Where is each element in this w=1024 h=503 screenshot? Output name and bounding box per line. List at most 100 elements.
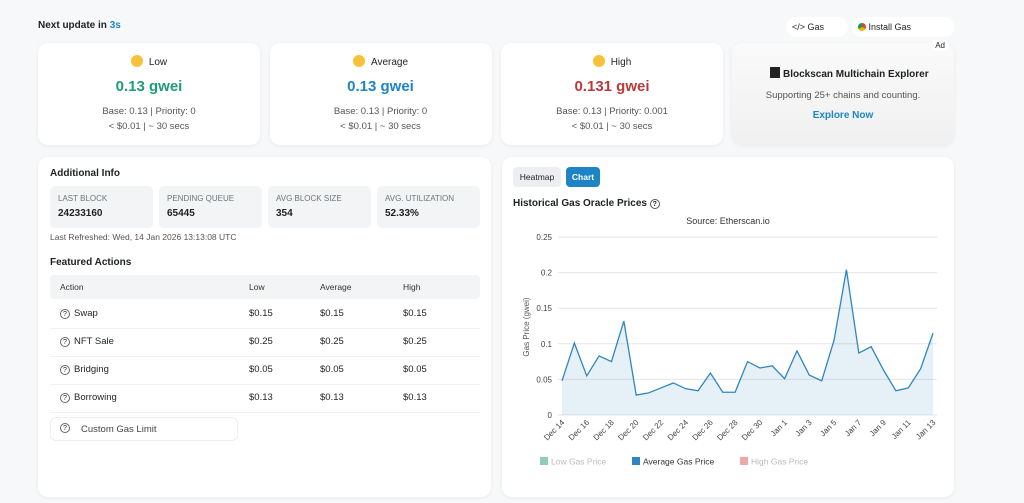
table-header-bg: [50, 275, 480, 299]
y-tick-label: 0.15: [536, 304, 552, 313]
gas-card: High 0.131 gwei Base: 0.13 | Priority: 0.0…: [501, 43, 723, 145]
gas-card: Low 0.13 gwei Base: 0.13 | Priority: 0 < $0…: [38, 43, 260, 145]
row-divider: [50, 328, 480, 329]
x-tick-label: Dec 16: [567, 418, 592, 443]
row-divider: [50, 384, 480, 385]
x-tick-label: Dec 14: [542, 418, 567, 443]
card-heading: Average: [270, 55, 492, 68]
y-tick-label: 0.05: [536, 375, 552, 384]
extension-button[interactable]: Install Gas Extension: [852, 17, 954, 52]
column-header: High: [403, 282, 421, 292]
y-tick-label: 0.25: [536, 233, 552, 242]
chart-title-text: Historical Gas Oracle Prices: [513, 198, 647, 209]
cost-cell: $0.05: [320, 364, 344, 375]
gas-cost: < $0.01 | ~ 30 secs: [108, 121, 190, 132]
ad-title-text: Blockscan Multichain Explorer: [783, 69, 929, 80]
y-axis-title: Gas Price (gwei): [522, 297, 531, 356]
row-divider: [50, 356, 480, 357]
cost-cell: $0.13: [403, 392, 427, 403]
cost-cell: $0.25: [249, 336, 273, 347]
legend-swatch: [540, 457, 548, 465]
x-tick-label: Dec 20: [616, 418, 641, 443]
ad-title: Blockscan Multichain Explorer: [770, 67, 929, 80]
card-heading: High: [501, 55, 723, 68]
stat-value: 24233160: [58, 208, 103, 219]
chart: Source: Etherscan.io Gas Price (gwei) 0 0…: [522, 216, 938, 467]
help-icon: ?: [60, 365, 70, 375]
help-icon: ?: [60, 309, 70, 319]
line: [561, 269, 934, 396]
help-icon: ?: [60, 337, 70, 347]
cost-cell: $0.15: [320, 308, 344, 319]
gas-card: Average 0.13 gwei Base: 0.13 | Priority: 0…: [269, 43, 492, 145]
x-tick-label: Jan 13: [914, 418, 938, 442]
cost-cell: $0.13: [320, 392, 344, 403]
update-text: Next update in: [38, 20, 107, 31]
ad-badge: Ad: [932, 40, 948, 51]
legend-swatch: [740, 457, 748, 465]
cost-cell: $0.15: [249, 308, 273, 319]
stat-label: AVG. UTILIZATION: [385, 194, 455, 203]
cost-cell: $0.25: [403, 336, 427, 347]
x-tick-label: Dec 18: [592, 418, 617, 443]
legend-swatch: [632, 457, 640, 465]
ad-link[interactable]: Explore Now: [812, 110, 874, 121]
x-tick-label: Dec 26: [691, 418, 716, 443]
chart-panel: [502, 157, 954, 497]
chart-title: Historical Gas Oracle Prices ?: [513, 198, 660, 209]
gas-api-button[interactable]: </> Gas APIs: [786, 17, 848, 52]
emoji-icon: [592, 55, 605, 67]
tab-heatmap[interactable]: Heatmap: [513, 167, 561, 187]
action-cell: Swap: [74, 308, 98, 319]
gas-price: 0.131 gwei: [574, 78, 650, 95]
last-refreshed: Last Refreshed: Wed, 14 Jan 2026 13:13:0…: [50, 232, 237, 242]
input-label: Custom Gas Limit: [81, 424, 157, 435]
stat-value: 65445: [167, 208, 195, 219]
legend-label: Average Gas Price: [643, 457, 714, 467]
countdown: 3s: [109, 20, 121, 31]
column-header: Low: [249, 282, 265, 292]
stat-label: LAST BLOCK: [58, 194, 108, 203]
cost-cell: $0.05: [249, 364, 273, 375]
y-tick-label: 0.1: [541, 340, 553, 349]
cost-cell: $0.13: [249, 392, 273, 403]
gas-details: Base: 0.13 | Priority: 0: [333, 106, 428, 117]
custom-gas-input[interactable]: ? Custom Gas Limit: [50, 417, 238, 441]
action-cell: Bridging: [74, 364, 109, 375]
x-tick-label: Jan 3: [794, 418, 815, 439]
stat-label: PENDING QUEUE: [167, 194, 235, 203]
gas-cost: < $0.01 | ~ 30 secs: [340, 121, 421, 132]
cost-cell: $0.25: [320, 336, 344, 347]
x-tick-label: Jan 11: [890, 418, 913, 441]
tab-chart[interactable]: Chart: [566, 167, 600, 187]
action-cell: NFT Sale: [74, 336, 114, 347]
cost-cell: $0.15: [403, 308, 427, 319]
stat-box: AVG BLOCK SIZE 354: [268, 186, 371, 228]
legend-label: Low Gas Price: [551, 457, 607, 467]
column-header: Average: [320, 282, 352, 292]
x-tick-label: Dec 28: [715, 418, 740, 443]
legend-label: High Gas Price: [751, 457, 808, 467]
section-title: Featured Actions: [50, 257, 132, 268]
ad-text: Supporting 25+ chains and counting.: [765, 90, 921, 101]
update-label: Next update in 3s: [38, 20, 121, 31]
x-tick-label: Dec 22: [641, 418, 666, 443]
level: Low: [148, 57, 168, 68]
chart-subtitle: Source: Etherscan.io: [686, 216, 770, 226]
level: Average: [370, 57, 409, 68]
row-divider: [50, 412, 480, 413]
stat-value: 354: [276, 208, 293, 219]
gas-details: Base: 0.13 | Priority: 0.001: [556, 106, 668, 117]
gas-price: 0.13 gwei: [347, 78, 414, 95]
x-tick-label: Dec 24: [666, 418, 691, 443]
level: High: [610, 57, 632, 68]
stat-value: 52.33%: [385, 208, 419, 219]
help-icon: ?: [60, 393, 70, 403]
gas-price: 0.13 gwei: [115, 78, 183, 95]
section-title: Additional Info: [50, 168, 120, 179]
x-tick-label: Jan 9: [868, 418, 889, 439]
ad-card[interactable]: Ad Blockscan Multichain Explorer Support…: [732, 40, 954, 145]
chrome-icon: [858, 23, 866, 31]
gas-details: Base: 0.13 | Priority: 0: [102, 106, 196, 117]
